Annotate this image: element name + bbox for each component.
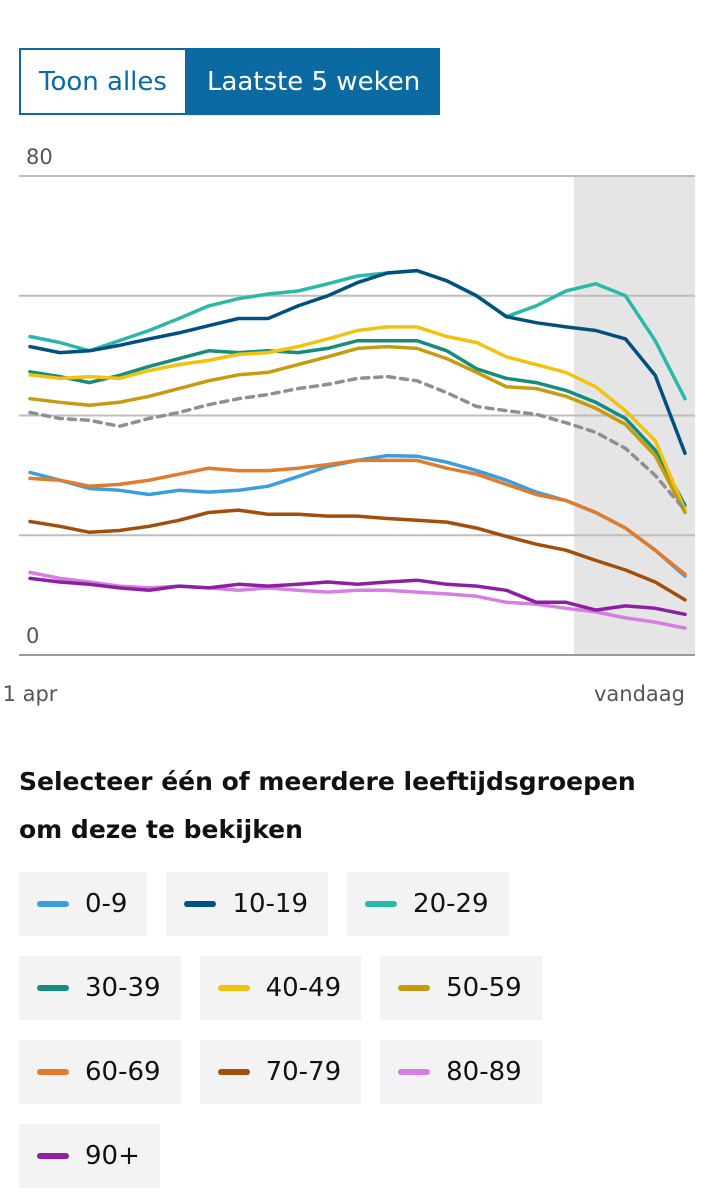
series-line [28, 344, 687, 515]
legend-label: 40-49 [265, 973, 342, 1003]
series-line [28, 576, 687, 617]
legend-item[interactable]: 50-59 [380, 956, 542, 1020]
x-tick-label: vandaag [594, 682, 685, 706]
legend-label: 10-19 [232, 889, 309, 919]
range-toggle: Toon alles Laatste 5 weken [19, 48, 441, 115]
series-line [28, 508, 687, 602]
legend-label: 60-69 [85, 1057, 161, 1087]
toggle-button[interactable]: Laatste 5 weken [186, 48, 441, 115]
series-line [28, 268, 687, 455]
legend-label: 0-9 [85, 889, 128, 919]
series-line [28, 570, 687, 630]
chart: 0 80 1 apr vandaag [3, 145, 695, 706]
y-tick-label: 80 [26, 145, 53, 169]
series-line [28, 268, 687, 401]
legend: 0-9 10-19 20-29 30-39 40-49 50-59 60-69 70-79 80… [19, 872, 564, 1188]
legend-swatch [37, 1153, 69, 1159]
legend-item[interactable]: 30-39 [19, 956, 181, 1020]
legend-swatch [398, 985, 431, 991]
average-line [28, 374, 687, 512]
legend-item[interactable]: 60-69 [19, 1040, 181, 1104]
legend-swatch [37, 1069, 69, 1075]
series-line [28, 325, 687, 512]
legend-label: 30-39 [85, 973, 161, 1003]
legend-swatch [398, 1069, 431, 1075]
legend-item[interactable]: 20-29 [347, 872, 509, 936]
y-tick-label: 0 [26, 624, 39, 648]
legend-swatch [184, 901, 217, 907]
legend-swatch [365, 901, 398, 907]
toggle-button[interactable]: Toon alles [19, 48, 187, 115]
x-tick-label: 1 apr [3, 682, 58, 706]
legend-label: 20-29 [413, 889, 489, 919]
legend-label: 50-59 [446, 973, 522, 1003]
legend-label: 80-89 [446, 1057, 522, 1087]
legend-swatch [217, 1069, 250, 1075]
legend-item[interactable]: 10-19 [166, 872, 329, 936]
legend-item[interactable]: 0-9 [19, 872, 148, 936]
series-line [28, 338, 687, 508]
legend-swatch [217, 985, 250, 991]
legend-label: 90+ [85, 1141, 140, 1171]
legend-heading: Selecteer één of meerdere leeftijdsgroep… [19, 767, 636, 844]
legend-swatch [37, 985, 69, 991]
legend-item[interactable]: 70-79 [199, 1040, 362, 1104]
legend-item[interactable]: 90+ [19, 1124, 160, 1188]
legend-item[interactable]: 80-89 [380, 1040, 542, 1104]
legend-item[interactable]: 40-49 [199, 956, 362, 1020]
legend-label: 70-79 [265, 1057, 342, 1087]
legend-swatch [37, 901, 69, 907]
series-line [28, 458, 687, 576]
